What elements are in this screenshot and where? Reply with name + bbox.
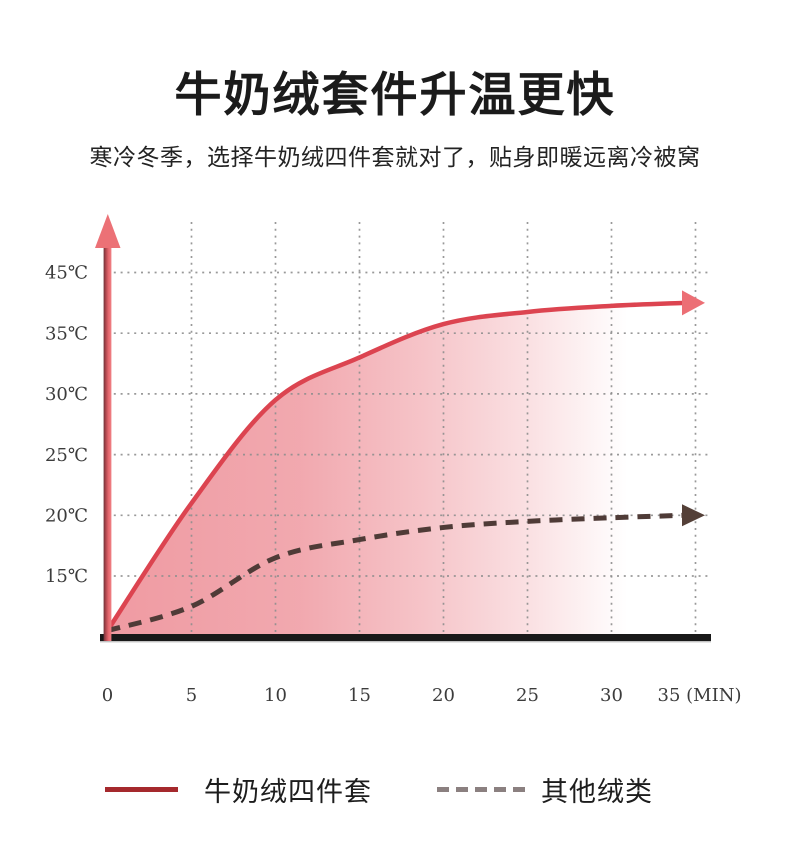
legend-dashed-line-swatch [437,786,525,792]
legend-solid-line-swatch [105,786,178,792]
page-subtitle: 寒冷冬季，选择牛奶绒四件套就对了，贴身即暖远离冷被窝 [89,145,701,171]
series-arrowhead-milk-velvet [682,290,705,316]
y-tick-label-25: 25℃ [45,445,88,466]
x-tick-label-20: 20 [432,685,455,706]
y-axis-bar [103,240,112,641]
legend-label: 牛奶绒四件套 [204,776,372,808]
x-axis-shadow [100,641,711,643]
series-arrowhead-other-velvet [682,504,705,527]
series-line-other-velvet [106,512,685,634]
series-layer [105,290,705,634]
page-title: 牛奶绒套件升温更快 [174,68,616,123]
y-tick-label-45: 45℃ [45,263,88,284]
series-line-milk-velvet [105,300,687,633]
x-tick-label-15: 15 [348,685,371,706]
legend-item-milk-velvet: 牛奶绒四件套 [105,771,372,808]
y-axis-arrowhead [95,214,121,248]
y-tick-label-30: 30℃ [45,384,88,405]
x-tick-label-0: 0 [102,685,113,706]
x-tick-label-30: 30 [600,685,623,706]
x-axis-bar [100,634,711,641]
y-tick-label-20: 20℃ [45,506,88,527]
warmup-area-fill [107,302,684,635]
area-fill-layer [107,302,684,635]
legend-item-other-velvet: 其他绒类 [437,771,653,808]
axes-layer [95,214,711,643]
tick-label-layer: 45℃ 35℃ 30℃ 25℃ 20℃ 15℃ 0 5 10 15 20 25 30 35 (MIN) [45,263,742,706]
x-tick-label-25: 25 [516,685,539,706]
x-tick-label-10: 10 [264,685,287,706]
y-tick-label-15: 15℃ [45,566,88,587]
x-tick-label-35: 35 (MIN) [658,685,742,706]
x-tick-label-5: 5 [186,685,197,706]
y-tick-label-35: 35℃ [45,323,88,344]
legend-label: 其他绒类 [541,776,653,808]
grid-layer [107,222,712,634]
